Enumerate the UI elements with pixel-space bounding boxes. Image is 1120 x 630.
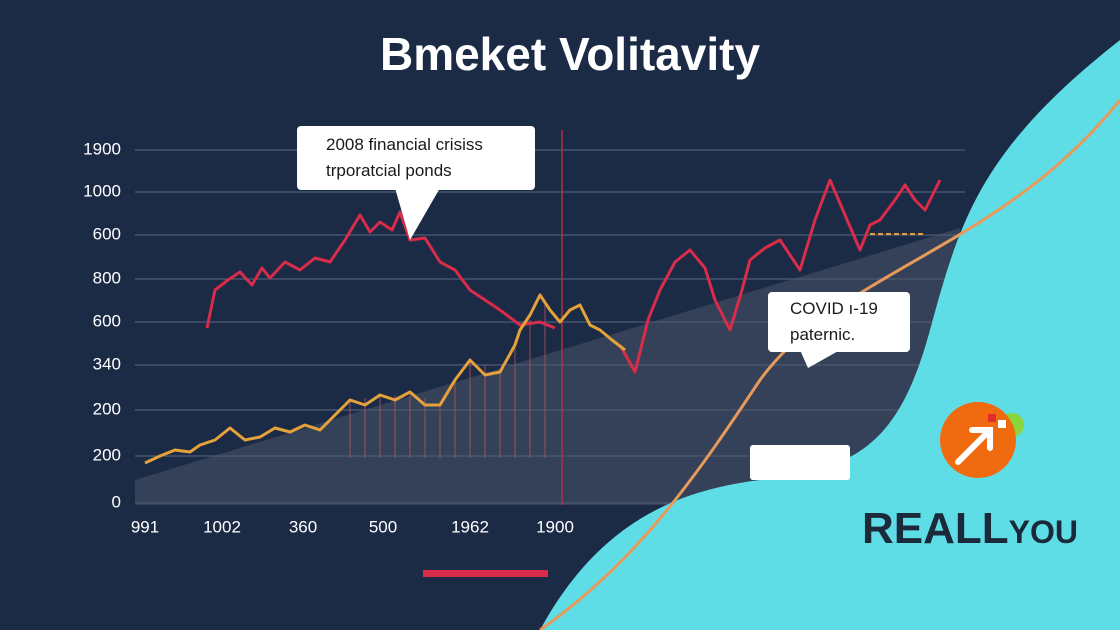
annotation-line: trporatcial ponds — [326, 161, 452, 180]
red-line — [205, 210, 556, 330]
y-label: 340 — [93, 354, 121, 373]
title: Bmeket Volitavity — [380, 28, 760, 80]
y-label: 200 — [93, 445, 121, 464]
y-label: 600 — [93, 224, 121, 243]
y-label: 1000 — [83, 181, 121, 200]
y-labels: 1900 1000 600 800 600 340 200 200 0 — [83, 139, 121, 511]
y-label: 600 — [93, 311, 121, 330]
logo-main-text: REALL — [862, 504, 1009, 553]
x-label: 1002 — [203, 517, 241, 536]
x-label: 360 — [289, 517, 317, 536]
orange-line — [144, 293, 626, 465]
logo: REALLYOU — [862, 402, 1078, 553]
shaded-area — [135, 228, 960, 505]
y-label: 200 — [93, 399, 121, 418]
x-label: 500 — [369, 517, 397, 536]
x-label: 991 — [131, 517, 159, 536]
x-label: 1900 — [536, 517, 574, 536]
blank-box — [750, 445, 850, 480]
red-bar — [423, 570, 548, 577]
annotation-line: paternic. — [790, 325, 855, 344]
x-label: 1962 — [451, 517, 489, 536]
annotation-line: COVID ı-19 — [790, 299, 878, 318]
annotation-line: 2008 financial crisiss — [326, 135, 483, 154]
cyan-wave — [540, 40, 1120, 630]
y-label: 1900 — [83, 139, 121, 158]
orange-curve — [539, 99, 1120, 630]
hatch — [349, 300, 546, 458]
x-labels: 991 1002 360 500 1962 1900 — [131, 517, 574, 536]
logo-tail: YOU — [1009, 514, 1078, 550]
red-line-2 — [618, 178, 942, 374]
y-label: 0 — [112, 492, 121, 511]
logo-main: REALLYOU — [862, 504, 1078, 553]
y-label: 800 — [93, 268, 121, 287]
callout-2008: 2008 financial crisiss trporatcial ponds — [297, 126, 535, 240]
callout-covid: COVID ı-19 paternic. — [768, 292, 910, 368]
